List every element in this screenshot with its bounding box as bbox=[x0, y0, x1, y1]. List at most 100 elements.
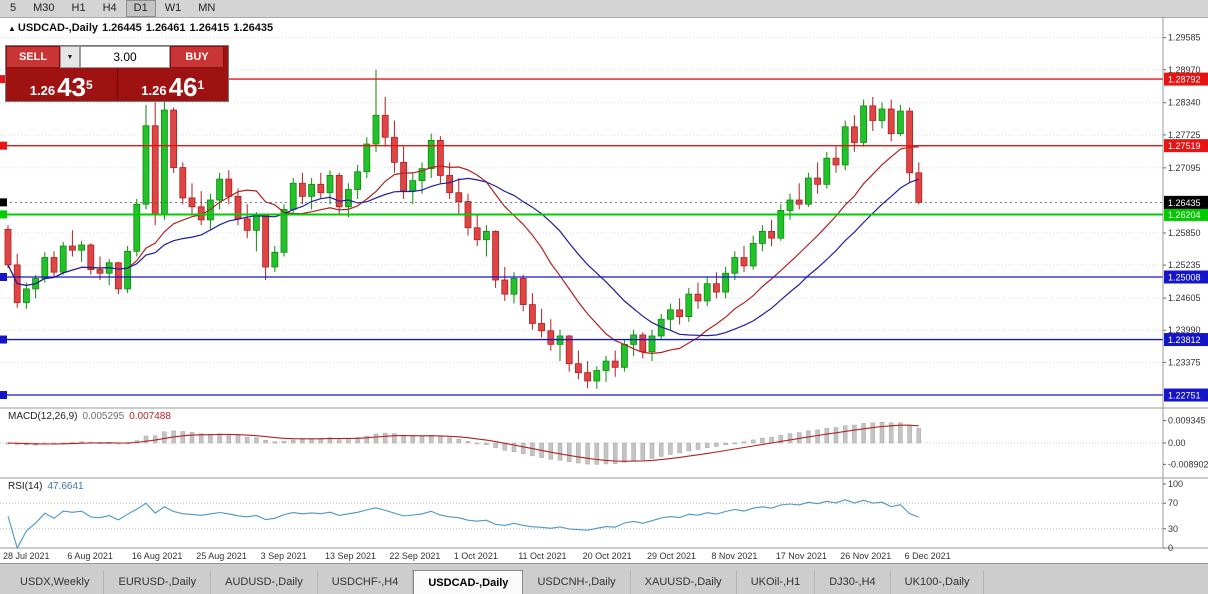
macd-histogram-bar bbox=[594, 442, 600, 465]
tab-usdcad-daily[interactable]: USDCAD-,Daily bbox=[413, 570, 524, 594]
macd-histogram-bar bbox=[677, 442, 682, 454]
candle-body bbox=[777, 210, 785, 239]
macd-histogram-bar bbox=[226, 433, 232, 444]
tab-ukoil-h1[interactable]: UKOil-,H1 bbox=[737, 570, 816, 594]
collapse-icon[interactable]: ▲ bbox=[8, 24, 16, 33]
candle-body bbox=[142, 125, 150, 205]
sell-button[interactable]: SELL bbox=[6, 46, 60, 68]
macd-histogram-bar bbox=[143, 435, 149, 444]
candle-body bbox=[667, 309, 674, 320]
candle-body bbox=[887, 108, 895, 134]
candle-body bbox=[427, 139, 435, 170]
candle-body bbox=[685, 293, 693, 318]
date-label: 6 Aug 2021 bbox=[67, 551, 113, 561]
macd-histogram-bar bbox=[769, 436, 774, 444]
ohlc-high: 1.26461 bbox=[145, 22, 186, 34]
candle-body bbox=[602, 360, 610, 371]
tab-usdchf-h4[interactable]: USDCHF-,H4 bbox=[318, 570, 414, 594]
hline-price-label: 1.23812 bbox=[1168, 335, 1201, 345]
macd-histogram-bar bbox=[852, 424, 857, 444]
date-label: 11 Oct 2021 bbox=[518, 551, 566, 561]
buy-price-display[interactable]: 1.26 46 1 bbox=[118, 68, 229, 101]
hline-price-tag bbox=[1164, 139, 1208, 153]
macd-main-value: 0.005295 bbox=[82, 411, 125, 422]
macd-histogram-bar bbox=[888, 422, 894, 444]
candle-body bbox=[906, 110, 913, 174]
trade-panel-controls: SELL ▼ BUY bbox=[6, 46, 228, 68]
macd-histogram-bar bbox=[382, 432, 388, 444]
tab-usdx-weekly[interactable]: USDX,Weekly bbox=[6, 570, 105, 594]
price-tick-label: 1.28340 bbox=[1168, 98, 1201, 108]
macd-histogram-bar bbox=[410, 435, 416, 444]
ohlc-low: 1.26415 bbox=[189, 22, 230, 34]
candle-body bbox=[519, 278, 527, 306]
date-label: 20 Oct 2021 bbox=[583, 551, 632, 561]
macd-histogram-bar bbox=[373, 433, 379, 444]
macd-histogram-bar bbox=[235, 435, 241, 444]
macd-histogram-bar bbox=[493, 442, 498, 448]
candle-body bbox=[897, 110, 904, 134]
macd-signal-line bbox=[7, 424, 919, 462]
timeframe-mn[interactable]: MN bbox=[198, 2, 216, 14]
candle-body bbox=[280, 209, 288, 253]
date-label: 3 Sep 2021 bbox=[261, 551, 307, 561]
tab-uk100-daily[interactable]: UK100-,Daily bbox=[891, 570, 985, 594]
macd-histogram-bar bbox=[686, 442, 692, 452]
timeframe-w1[interactable]: W1 bbox=[164, 2, 182, 14]
macd-histogram-bar bbox=[870, 422, 876, 444]
candle-body bbox=[814, 177, 821, 185]
macd-histogram-bar bbox=[861, 423, 866, 444]
candle-body bbox=[317, 183, 325, 194]
macd-histogram-bar bbox=[631, 442, 636, 461]
macd-histogram-bar bbox=[189, 432, 195, 444]
candle-body bbox=[722, 272, 729, 293]
candle-body bbox=[529, 304, 536, 324]
candle-body bbox=[225, 178, 233, 197]
timeframe-h1[interactable]: H1 bbox=[71, 2, 86, 14]
candle-body bbox=[482, 230, 490, 241]
macd-histogram-bar bbox=[760, 437, 765, 444]
candle-body bbox=[243, 218, 251, 231]
chart-tabbar: USDX,Weekly EURUSD-,Daily AUDUSD-,Daily USD… bbox=[0, 570, 1208, 594]
tab-eurusd-daily[interactable]: EURUSD-,Daily bbox=[104, 570, 212, 594]
macd-histogram-bar bbox=[585, 442, 590, 465]
sell-price-display[interactable]: 1.26 43 5 bbox=[6, 68, 118, 101]
candle-body bbox=[547, 330, 555, 345]
macd-histogram-bar bbox=[704, 442, 710, 448]
candle-body bbox=[363, 143, 371, 173]
one-click-trading-panel: SELL ▼ BUY 1.26435 1.26461 bbox=[5, 45, 229, 102]
macd-histogram-bar bbox=[622, 442, 627, 463]
main-chart[interactable]: 1.28792 1.27519 1.26204 1.25008 1.23812 1.227… bbox=[0, 18, 1208, 563]
hline-price-tag bbox=[1164, 72, 1208, 86]
tab-usdcnh-daily[interactable]: USDCNH-,Daily bbox=[523, 570, 631, 594]
timeframe-h4[interactable]: H4 bbox=[102, 2, 117, 14]
macd-histogram-bar bbox=[438, 436, 443, 444]
sell-price-big: 43 bbox=[57, 72, 87, 102]
timeframe-m30[interactable]: M30 bbox=[33, 2, 55, 14]
candle-body bbox=[860, 105, 867, 143]
date-label: 22 Sep 2021 bbox=[389, 551, 440, 561]
macd-histogram-bar bbox=[723, 442, 728, 446]
timeframe-d1[interactable]: D1 bbox=[125, 0, 156, 17]
tab-dj30-h4[interactable]: DJ30-,H4 bbox=[815, 570, 891, 594]
macd-histogram-bar bbox=[208, 433, 213, 444]
tab-audusd-daily[interactable]: AUDUSD-,Daily bbox=[211, 570, 318, 594]
macd-tick-label: 0.00 bbox=[1168, 438, 1186, 448]
price-tick-label: 1.23375 bbox=[1168, 357, 1201, 367]
candle-body bbox=[298, 182, 306, 197]
hline-left-marker bbox=[0, 141, 7, 150]
macd-histogram-bar bbox=[244, 436, 250, 444]
macd-histogram-bar bbox=[364, 435, 370, 444]
timeframe-5[interactable]: 5 bbox=[10, 2, 17, 14]
candle-body bbox=[648, 335, 656, 353]
candle-body bbox=[354, 171, 362, 190]
candle-body bbox=[69, 245, 76, 251]
price-tick-label: 1.25850 bbox=[1168, 228, 1201, 238]
macd-name: MACD(12,26,9) bbox=[8, 411, 78, 422]
volume-input[interactable] bbox=[80, 46, 170, 68]
buy-button[interactable]: BUY bbox=[170, 46, 224, 68]
tab-xauusd-daily[interactable]: XAUUSD-,Daily bbox=[631, 570, 737, 594]
macd-histogram-bar bbox=[576, 442, 581, 464]
volume-dropdown-button[interactable]: ▼ bbox=[60, 46, 80, 68]
